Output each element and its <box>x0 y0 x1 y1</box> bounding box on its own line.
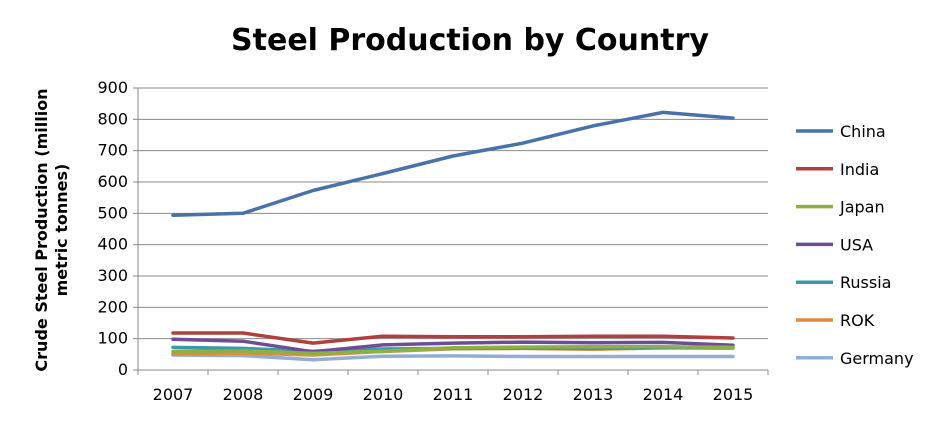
x-tick-label: 2007 <box>153 385 194 404</box>
series-line-germany <box>171 353 735 362</box>
legend-label: China <box>840 122 886 141</box>
legend-item-russia: Russia <box>796 273 891 292</box>
series-lines <box>171 110 735 362</box>
y-tick-label: 900 <box>97 78 128 97</box>
legend-item-india: India <box>796 160 879 179</box>
y-ticks: 0 100 200 300 400 500 600 700 800 900 <box>97 78 138 379</box>
chart-title: Steel Production by Country <box>231 23 709 58</box>
legend-item-china: China <box>796 122 886 141</box>
series-line-japan <box>171 345 735 356</box>
legend: China India Japan USA Russia ROK Germany <box>796 122 914 368</box>
legend-item-germany: Germany <box>796 349 914 368</box>
legend-label: USA <box>840 235 873 254</box>
x-ticks: 2007 2008 2009 2010 2011 2012 2013 2014 2015 <box>137 370 769 404</box>
y-tick-label: 200 <box>97 297 128 316</box>
x-tick-label: 2014 <box>643 385 684 404</box>
series-line-usa <box>171 337 735 354</box>
y-tick-label: 500 <box>97 203 128 222</box>
x-tick-label: 2010 <box>363 385 404 404</box>
legend-label: India <box>840 160 879 179</box>
y-tick-label: 100 <box>97 329 128 348</box>
legend-item-japan: Japan <box>796 198 885 217</box>
x-tick-label: 2009 <box>293 385 334 404</box>
y-axis-label-line-1: Crude Steel Production (million <box>32 88 51 371</box>
y-tick-label: 600 <box>97 172 128 191</box>
legend-label: Russia <box>840 273 891 292</box>
y-tick-label: 800 <box>97 109 128 128</box>
y-axis-label-line-2: metric tonnes) <box>52 164 71 297</box>
legend-item-usa: USA <box>796 235 873 254</box>
legend-label: ROK <box>840 311 875 330</box>
y-axis-label: Crude Steel Production (million metric t… <box>32 88 71 371</box>
y-tick-label: 300 <box>97 266 128 285</box>
x-tick-label: 2015 <box>713 385 754 404</box>
legend-label: Japan <box>839 198 885 217</box>
legend-label: Germany <box>840 349 914 368</box>
y-tick-label: 0 <box>118 360 128 379</box>
axes <box>137 88 768 371</box>
y-tick-label: 400 <box>97 235 128 254</box>
x-tick-label: 2008 <box>223 385 264 404</box>
x-tick-label: 2013 <box>573 385 614 404</box>
x-tick-label: 2012 <box>503 385 544 404</box>
series-line-china <box>171 110 735 217</box>
y-tick-label: 700 <box>97 141 128 160</box>
series-line-india <box>171 331 735 345</box>
x-tick-label: 2011 <box>433 385 474 404</box>
legend-item-rok: ROK <box>796 311 875 330</box>
